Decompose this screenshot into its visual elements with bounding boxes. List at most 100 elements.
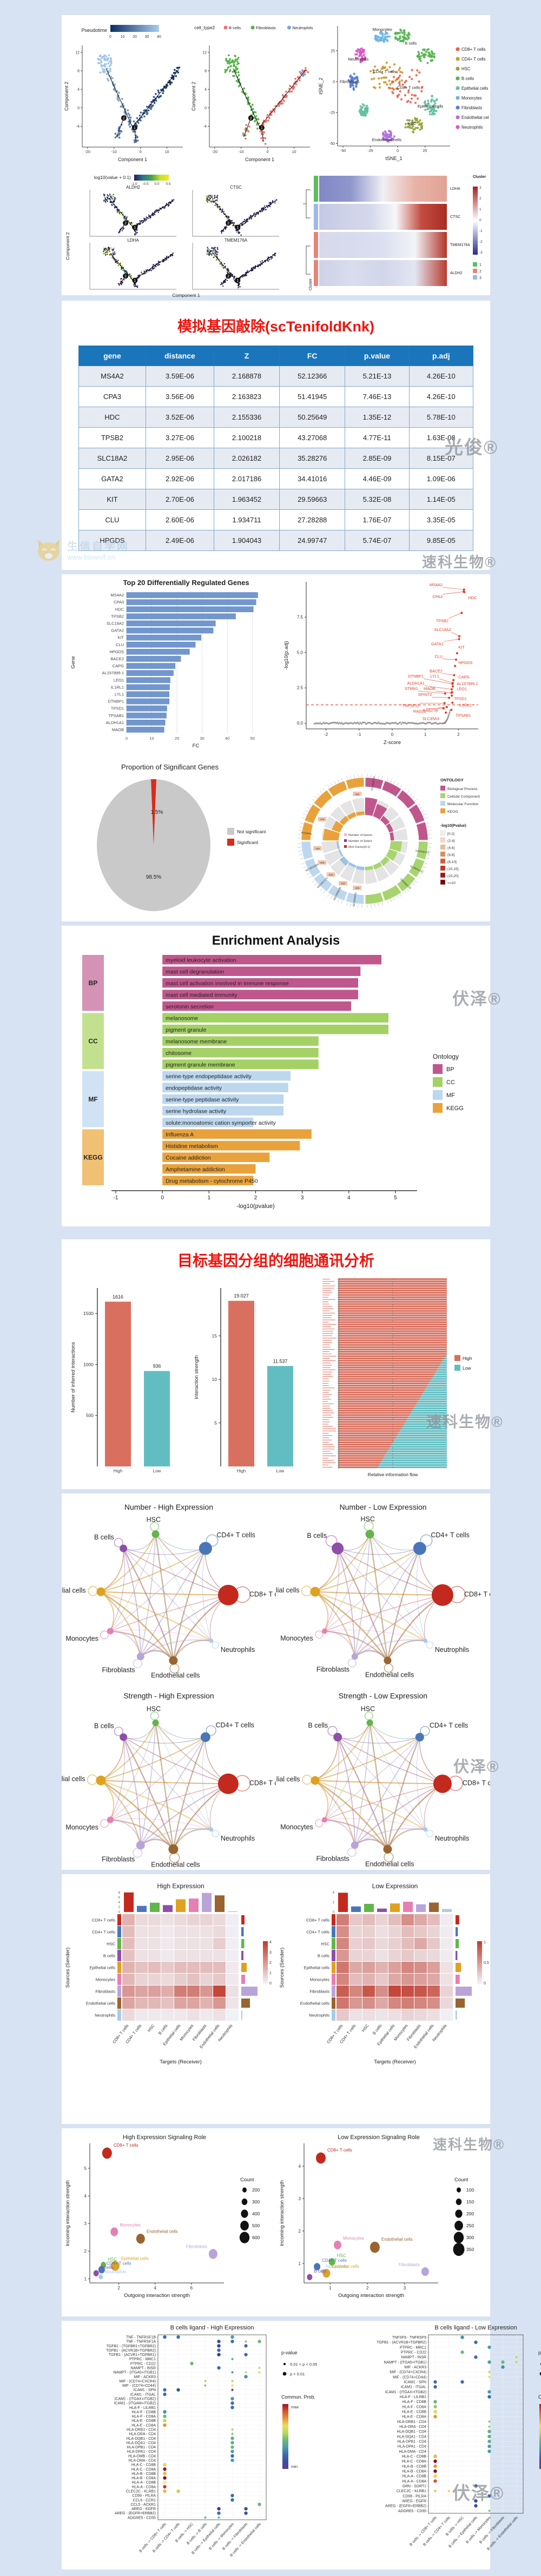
svg-text:CTSC: CTSC — [230, 185, 242, 190]
communication-title: 目标基因分组的细胞通讯分析 — [177, 1252, 374, 1269]
svg-text:-4: -4 — [203, 125, 207, 129]
svg-text:2: 2 — [227, 222, 229, 225]
svg-text:ICAM1 - (ITGAM+ITGB2): ICAM1 - (ITGAM+ITGB2) — [114, 2402, 156, 2406]
svg-text:LEO1: LEO1 — [457, 687, 467, 692]
svg-text:-3: -3 — [479, 251, 483, 255]
svg-text:Neutrophils: Neutrophils — [435, 1646, 469, 1654]
svg-text:10: 10 — [165, 150, 169, 154]
svg-text:Endothelial cells: Endothelial cells — [461, 115, 489, 120]
svg-text:HSC: HSC — [147, 1516, 161, 1523]
svg-text:FC: FC — [193, 743, 200, 749]
svg-text:(6,8]: (6,8] — [447, 853, 454, 857]
svg-text:Neutrophils: Neutrophils — [435, 1835, 469, 1842]
svg-text:CTSC: CTSC — [450, 215, 460, 219]
svg-text:serine-type peptidase activity: serine-type peptidase activity — [166, 1097, 239, 1103]
svg-text:hsa05164: hsa05164 — [301, 831, 312, 835]
svg-text:CD4+ T cells: CD4+ T cells — [306, 1930, 329, 1935]
section-drg: Top 20 Differentially Regulated Genes 0 10… — [62, 574, 490, 921]
svg-text:0: 0 — [479, 218, 481, 222]
table-header: gene — [78, 346, 146, 366]
svg-text:PTPRC - MRC1: PTPRC - MRC1 — [400, 2346, 426, 2349]
svg-text:MF: MF — [446, 1092, 455, 1099]
network-strength-high: Strength - High Expression HSC CD4+ T cell… — [42, 1685, 288, 1874]
svg-text:2: 2 — [123, 117, 125, 121]
svg-text:CD8+ T cells: CD8+ T cells — [397, 85, 420, 90]
svg-text:HLA-DRB1 - CD4: HLA-DRB1 - CD4 — [127, 2428, 156, 2432]
svg-text:High: High — [463, 1356, 472, 1361]
svg-text:TGFB1 - (ACVR1B+TGFBR2): TGFB1 - (ACVR1B+TGFBR2) — [106, 2349, 156, 2353]
svg-text:BP: BP — [446, 1066, 454, 1073]
svg-text:1.5%: 1.5% — [151, 809, 163, 815]
svg-text:Count: Count — [454, 2177, 469, 2183]
svg-text:KEGG: KEGG — [83, 1153, 102, 1161]
svg-text:endopeptidase activity: endopeptidase activity — [166, 1085, 222, 1091]
svg-text:-1.0: -1.0 — [131, 182, 137, 186]
watermark-suke-2: 速科生物® — [426, 1413, 504, 1430]
svg-text:HPGDS: HPGDS — [109, 649, 124, 654]
svg-text:-50: -50 — [329, 142, 335, 146]
svg-text:200: 200 — [466, 2211, 474, 2216]
svg-text:CAPG: CAPG — [113, 663, 124, 668]
svg-text:Significant: Significant — [237, 840, 259, 845]
svg-text:pigment granule: pigment granule — [166, 1027, 206, 1033]
svg-text:B cells: B cells — [103, 1954, 115, 1958]
cell-heatmap-svg: Low Expression 4 2 0 CD8+ T cells CD4+ T cell… — [279, 1882, 494, 2065]
svg-text:350: 350 — [466, 2247, 474, 2252]
svg-text:400: 400 — [252, 2211, 260, 2216]
svg-text:Incoming interaction strength: Incoming interaction strength — [279, 2180, 285, 2246]
svg-text:HSC: HSC — [107, 1942, 115, 1947]
svg-text:Endothelial cells: Endothelial cells — [300, 2001, 329, 2006]
svg-text:4: 4 — [77, 88, 80, 92]
svg-text:8: 8 — [118, 1891, 121, 1895]
biowolf-url: www.biowolf.cn — [67, 553, 115, 561]
dotplot-low-expression: B cells ligand - Low Expression TNFSF9 - … — [332, 2323, 541, 2572]
svg-text:2.5: 2.5 — [297, 686, 304, 691]
svg-text:HLA-DQB1 - CD4: HLA-DQB1 - CD4 — [397, 2430, 427, 2434]
knockout-table: gene distance Z FC p.value p.adj MS4A2 3.59E-06… — [62, 346, 490, 551]
svg-text:ICAM1 - ITGAL: ICAM1 - ITGAL — [130, 2393, 156, 2396]
svg-text:Commun. Prob.: Commun. Prob. — [281, 2394, 315, 2400]
svg-text:B cells: B cells — [372, 2023, 383, 2035]
svg-text:HLA-DPB1 - CD4: HLA-DPB1 - CD4 — [397, 2440, 426, 2444]
svg-text:Cellular Component: Cellular Component — [447, 795, 480, 799]
svg-text:Component 1: Component 1 — [245, 157, 274, 162]
svg-text:ADGRE5 - CD55: ADGRE5 - CD55 — [128, 2516, 156, 2520]
svg-text:IL1RL1: IL1RL1 — [111, 685, 124, 689]
svg-text:HLA-F - CD8B: HLA-F - CD8B — [132, 2411, 156, 2414]
svg-text:Neutrophils: Neutrophils — [95, 2013, 115, 2018]
svg-text:0: 0 — [161, 1195, 164, 1201]
pseudotime-trajectory-plot: Pseudotime 0 10 20 30 40 2 1 -4 0 4 8 12 -20 -10 0 10 Com… — [62, 17, 189, 170]
svg-text:CD4+ T cells: CD4+ T cells — [431, 1531, 469, 1539]
svg-text:0.5: 0.5 — [484, 1961, 489, 1965]
svg-text:TGFB1 - (ACVR1+TGFBR1): TGFB1 - (ACVR1+TGFBR1) — [109, 2353, 156, 2357]
svg-text:Incoming interaction strength: Incoming interaction strength — [65, 2180, 71, 2246]
svg-text:B cells -> Monocytes: B cells -> Monocytes — [208, 2522, 235, 2551]
svg-text:1: 1 — [236, 226, 239, 230]
svg-text:0: 0 — [109, 35, 111, 39]
svg-text:CD4+ T cells: CD4+ T cells — [216, 1531, 255, 1539]
svg-text:serine-type endopeptidase acti: serine-type endopeptidase activity — [166, 1073, 252, 1080]
interactions-bar-svg: 500 1000 1500 1616 High 936 Low Number of infer… — [70, 1288, 170, 1473]
scatter-high-signaling: High Expression Signaling Role 1 2 3 4 5 2 4 6 CD… — [62, 2130, 276, 2317]
table-row: MS4A2 3.59E-06 2.168878 52.12366 5.21E-13 4.2… — [78, 366, 474, 387]
svg-text:Component 2: Component 2 — [65, 232, 70, 260]
svg-text:CD8+ T cells: CD8+ T cells — [327, 2148, 352, 2153]
svg-text:TPSD1: TPSD1 — [454, 696, 467, 701]
svg-text:2: 2 — [479, 197, 481, 201]
svg-text:3: 3 — [269, 1951, 272, 1955]
svg-text:(2,4]: (2,4] — [447, 839, 454, 843]
svg-text:2: 2 — [118, 1906, 121, 1909]
svg-text:1616: 1616 — [113, 1294, 123, 1299]
svg-text:2: 2 — [254, 1195, 258, 1201]
table-row: TPSB2 3.27E-06 2.100218 43.27068 4.77E-11 1.6… — [78, 427, 474, 448]
network-number-low: Number - Low Expression HSC CD4+ T cells CD… — [256, 1497, 503, 1685]
svg-text:Fibroblasts: Fibroblasts — [316, 1855, 349, 1862]
svg-text:CD99 - PILRA: CD99 - PILRA — [132, 2494, 156, 2498]
svg-text:1: 1 — [236, 279, 239, 283]
svg-text:Neutrophils: Neutrophils — [292, 25, 313, 30]
svg-text:Influenza A: Influenza A — [166, 1131, 194, 1138]
celltype-trajectory-plot: cell_type2 B cells Fibroblasts Neutrophils 2… — [189, 17, 316, 170]
svg-text:2: 2 — [124, 275, 127, 278]
